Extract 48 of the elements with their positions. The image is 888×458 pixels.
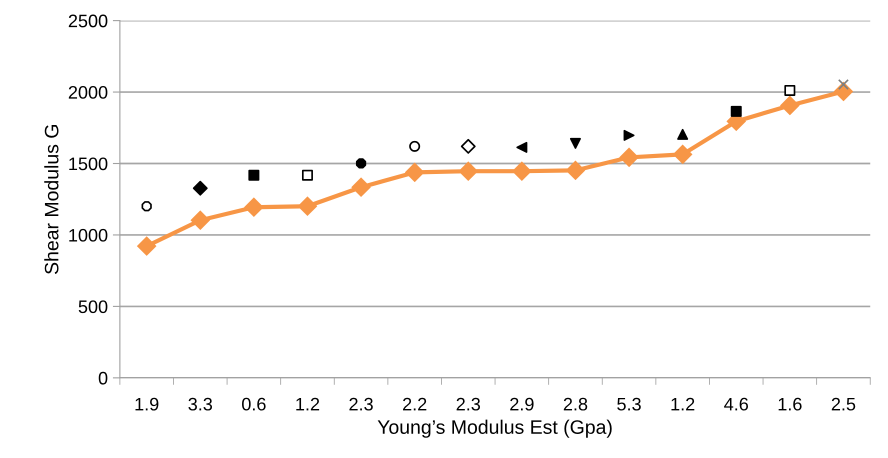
point	[838, 78, 849, 90]
point	[673, 144, 692, 164]
point	[677, 128, 688, 140]
point	[570, 138, 581, 149]
x-tick-label: 2.9	[510, 398, 534, 411]
point	[190, 210, 210, 230]
x-tick-label: 2.3	[349, 398, 373, 411]
x-tick-label: 2.2	[403, 398, 426, 410]
point	[516, 142, 528, 153]
y-tick-label: 2500	[68, 14, 108, 28]
point	[512, 162, 532, 181]
y-tick-label: 1000	[69, 228, 108, 242]
point	[137, 236, 156, 256]
x-tick-label: 1.2	[671, 398, 694, 410]
point	[405, 162, 424, 182]
point	[352, 178, 371, 197]
x-tick-label: 1.6	[778, 398, 802, 411]
point	[409, 140, 420, 152]
point	[248, 170, 260, 181]
point	[302, 170, 313, 181]
point	[356, 158, 366, 168]
point	[458, 162, 478, 181]
x-tick-label: 1.2	[296, 398, 320, 410]
x-axis-title: Young’s Modulus Est (Gpa)	[378, 420, 612, 438]
point	[784, 84, 796, 96]
x-tick-label: 5.3	[617, 398, 641, 411]
point	[298, 196, 318, 216]
y-tick-label: 1500	[69, 157, 108, 170]
y-tick-label: 2000	[68, 86, 108, 99]
point	[730, 106, 742, 117]
x-tick-label: 4.6	[724, 398, 748, 411]
x-tick-label: 2.3	[456, 398, 480, 411]
x-tick-label: 0.6	[242, 398, 266, 411]
point	[192, 180, 208, 196]
point	[624, 130, 635, 141]
x-tick-label: 1.9	[136, 398, 158, 411]
x-tick-label: 3.3	[188, 398, 212, 411]
x-tick-label: 2.8	[564, 398, 588, 411]
y-tick-label: 500	[78, 300, 108, 314]
point	[142, 201, 152, 212]
point	[620, 148, 639, 167]
x-tick-label: 2.5	[832, 398, 856, 411]
point	[460, 138, 476, 154]
point	[244, 198, 264, 217]
point	[780, 96, 800, 116]
point	[566, 160, 585, 180]
y-axis-title: Shear Modulus G	[44, 125, 59, 274]
y-tick-label: 0	[98, 372, 108, 385]
